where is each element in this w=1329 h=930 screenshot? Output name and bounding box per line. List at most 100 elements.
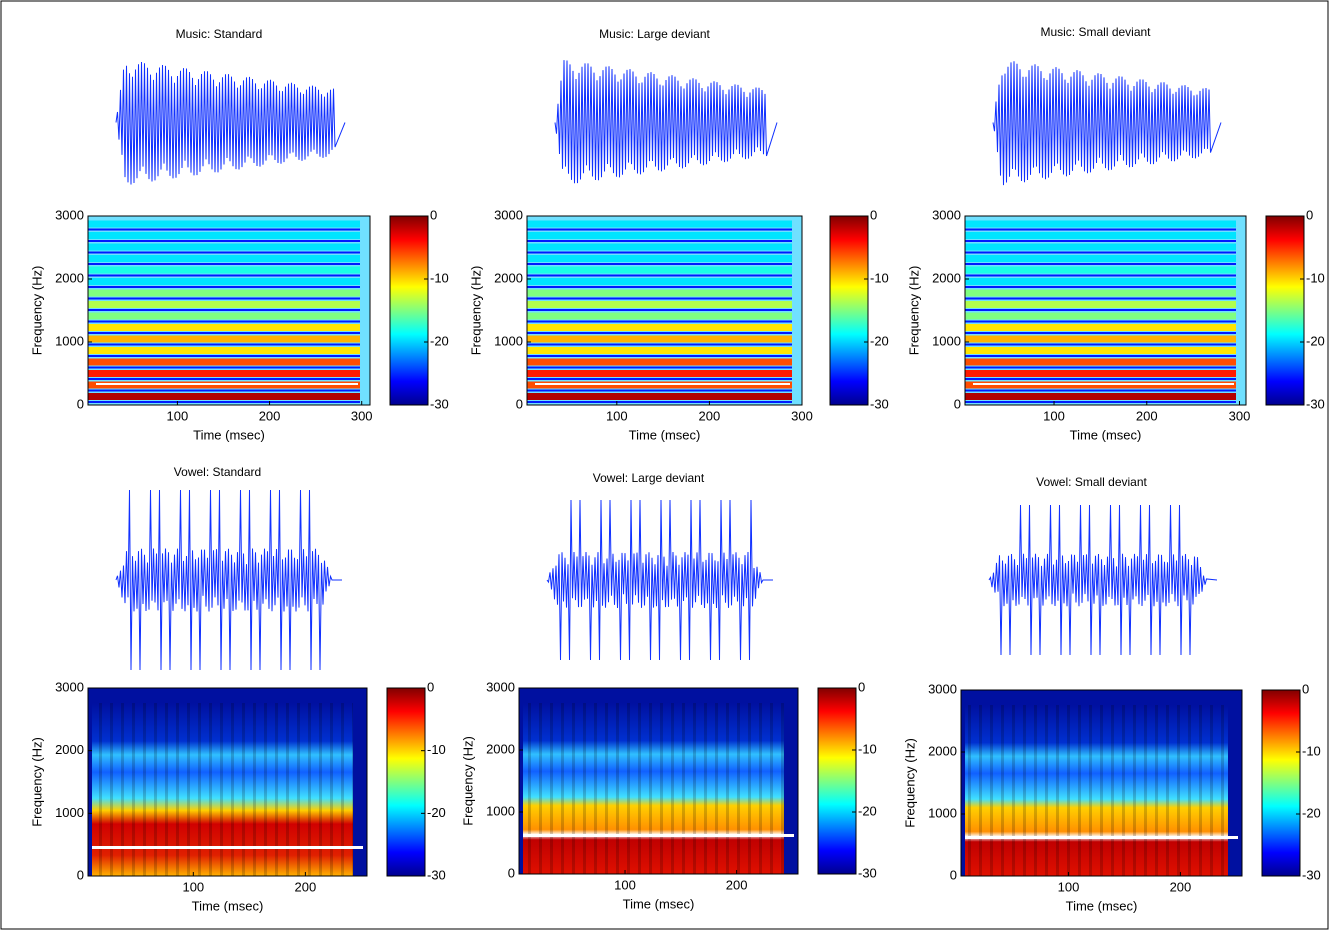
band-gap bbox=[88, 389, 360, 392]
band-gap bbox=[527, 240, 792, 242]
x-axis-label: Time (msec) bbox=[192, 898, 264, 913]
harmonic-band bbox=[88, 393, 360, 400]
striations bbox=[965, 705, 1228, 876]
x-tick-label: 300 bbox=[1229, 408, 1251, 423]
axes-box bbox=[87, 215, 371, 406]
harmonic-band bbox=[965, 255, 1236, 262]
harmonic-band bbox=[88, 243, 360, 251]
x-axis-label: Time (msec) bbox=[629, 427, 701, 442]
waveform bbox=[988, 504, 1218, 656]
y-tick-label: 0 bbox=[954, 396, 961, 411]
harmonic-band bbox=[527, 301, 792, 308]
y-axis-label: Frequency (Hz) bbox=[29, 737, 44, 827]
harmonic-band bbox=[527, 232, 792, 239]
band-gap bbox=[965, 297, 1236, 300]
colorbar-tick-label: 0 bbox=[1302, 681, 1309, 696]
marker-line bbox=[965, 836, 1238, 839]
x-tick-label: 100 bbox=[614, 877, 636, 892]
band-gap bbox=[88, 320, 360, 323]
x-tick-label: 100 bbox=[1043, 408, 1065, 423]
harmonic-band bbox=[527, 289, 792, 297]
x-tick-label: 300 bbox=[791, 408, 813, 423]
harmonic-band bbox=[965, 335, 1236, 343]
x-tick-label: 300 bbox=[351, 408, 373, 423]
axes-box bbox=[526, 215, 803, 406]
harmonic-band bbox=[88, 278, 360, 285]
colorbar-tick-label: -20 bbox=[430, 333, 449, 348]
band-gap bbox=[965, 286, 1236, 288]
y-tick-label: 0 bbox=[77, 867, 84, 882]
harmonic-band bbox=[88, 358, 360, 366]
x-axis-label: Time (msec) bbox=[623, 896, 695, 911]
band-gap bbox=[527, 355, 792, 357]
colorbar-tick-label: -20 bbox=[1302, 805, 1321, 820]
y-tick-label: 2000 bbox=[55, 742, 84, 757]
x-tick-label: 100 bbox=[606, 408, 628, 423]
colorbar-tick-label: -30 bbox=[427, 867, 446, 882]
marker-line bbox=[96, 383, 358, 385]
axes-box bbox=[960, 689, 1243, 877]
colorbar bbox=[389, 215, 429, 406]
waveform bbox=[992, 61, 1222, 186]
harmonic-band bbox=[88, 289, 360, 297]
panel-title: Vowel: Standard bbox=[174, 465, 261, 479]
harmonic-band bbox=[527, 358, 792, 366]
harmonic-band bbox=[88, 266, 360, 274]
harmonic-band bbox=[88, 335, 360, 343]
colorbar-tick-label: -20 bbox=[1306, 333, 1325, 348]
panel-title: Vowel: Small deviant bbox=[1036, 475, 1147, 489]
colorbar bbox=[817, 687, 857, 875]
band-gap bbox=[88, 297, 360, 300]
harmonic-band bbox=[88, 312, 360, 320]
harmonic-band bbox=[965, 289, 1236, 297]
y-axis-label: Frequency (Hz) bbox=[902, 738, 917, 828]
colorbar-tick-label: 0 bbox=[870, 207, 877, 222]
band-gap bbox=[88, 401, 360, 403]
panel-title: Vowel: Large deviant bbox=[593, 471, 705, 485]
striations bbox=[92, 703, 353, 876]
y-tick-label: 2000 bbox=[928, 743, 957, 758]
x-tick-label: 200 bbox=[259, 408, 281, 423]
band-gap bbox=[965, 320, 1236, 323]
y-axis-label: Frequency (Hz) bbox=[460, 736, 475, 826]
colorbar-tick-label: -30 bbox=[1306, 396, 1325, 411]
harmonic-band bbox=[965, 301, 1236, 308]
band-gap bbox=[88, 228, 360, 231]
marker-line bbox=[535, 383, 790, 385]
colorbar-tick-label: -10 bbox=[427, 742, 446, 757]
band-gap bbox=[965, 251, 1236, 254]
band-gap bbox=[527, 228, 792, 231]
y-tick-label: 3000 bbox=[928, 681, 957, 696]
colorbar bbox=[1261, 689, 1301, 877]
striations bbox=[523, 703, 784, 874]
band-gap bbox=[527, 297, 792, 300]
harmonic-band bbox=[88, 301, 360, 308]
band-gap bbox=[965, 366, 1236, 369]
band-gap bbox=[88, 274, 360, 277]
x-tick-label: 100 bbox=[1058, 879, 1080, 894]
x-axis-label: Time (msec) bbox=[1070, 427, 1142, 442]
marker-line bbox=[523, 834, 794, 837]
colorbar bbox=[1265, 215, 1305, 406]
colorbar-tick-label: 0 bbox=[430, 207, 437, 222]
x-tick-label: 200 bbox=[1170, 879, 1192, 894]
harmonic-band bbox=[527, 266, 792, 274]
y-tick-label: 0 bbox=[77, 396, 84, 411]
colorbar bbox=[386, 687, 426, 877]
band-gap bbox=[527, 343, 792, 346]
harmonic-band bbox=[965, 347, 1236, 354]
y-tick-label: 2000 bbox=[494, 270, 523, 285]
colorbar-tick-label: -20 bbox=[870, 333, 889, 348]
band-gap bbox=[88, 286, 360, 288]
colorbar-tick-label: -30 bbox=[1302, 867, 1321, 882]
x-tick-label: 100 bbox=[167, 408, 189, 423]
colorbar-tick-label: -20 bbox=[427, 805, 446, 820]
band-gap bbox=[88, 366, 360, 369]
x-tick-label: 200 bbox=[1136, 408, 1158, 423]
colorbar-tick-label: -10 bbox=[1302, 743, 1321, 758]
y-tick-label: 3000 bbox=[494, 207, 523, 222]
y-tick-label: 1000 bbox=[486, 803, 515, 818]
harmonic-band bbox=[88, 370, 360, 377]
